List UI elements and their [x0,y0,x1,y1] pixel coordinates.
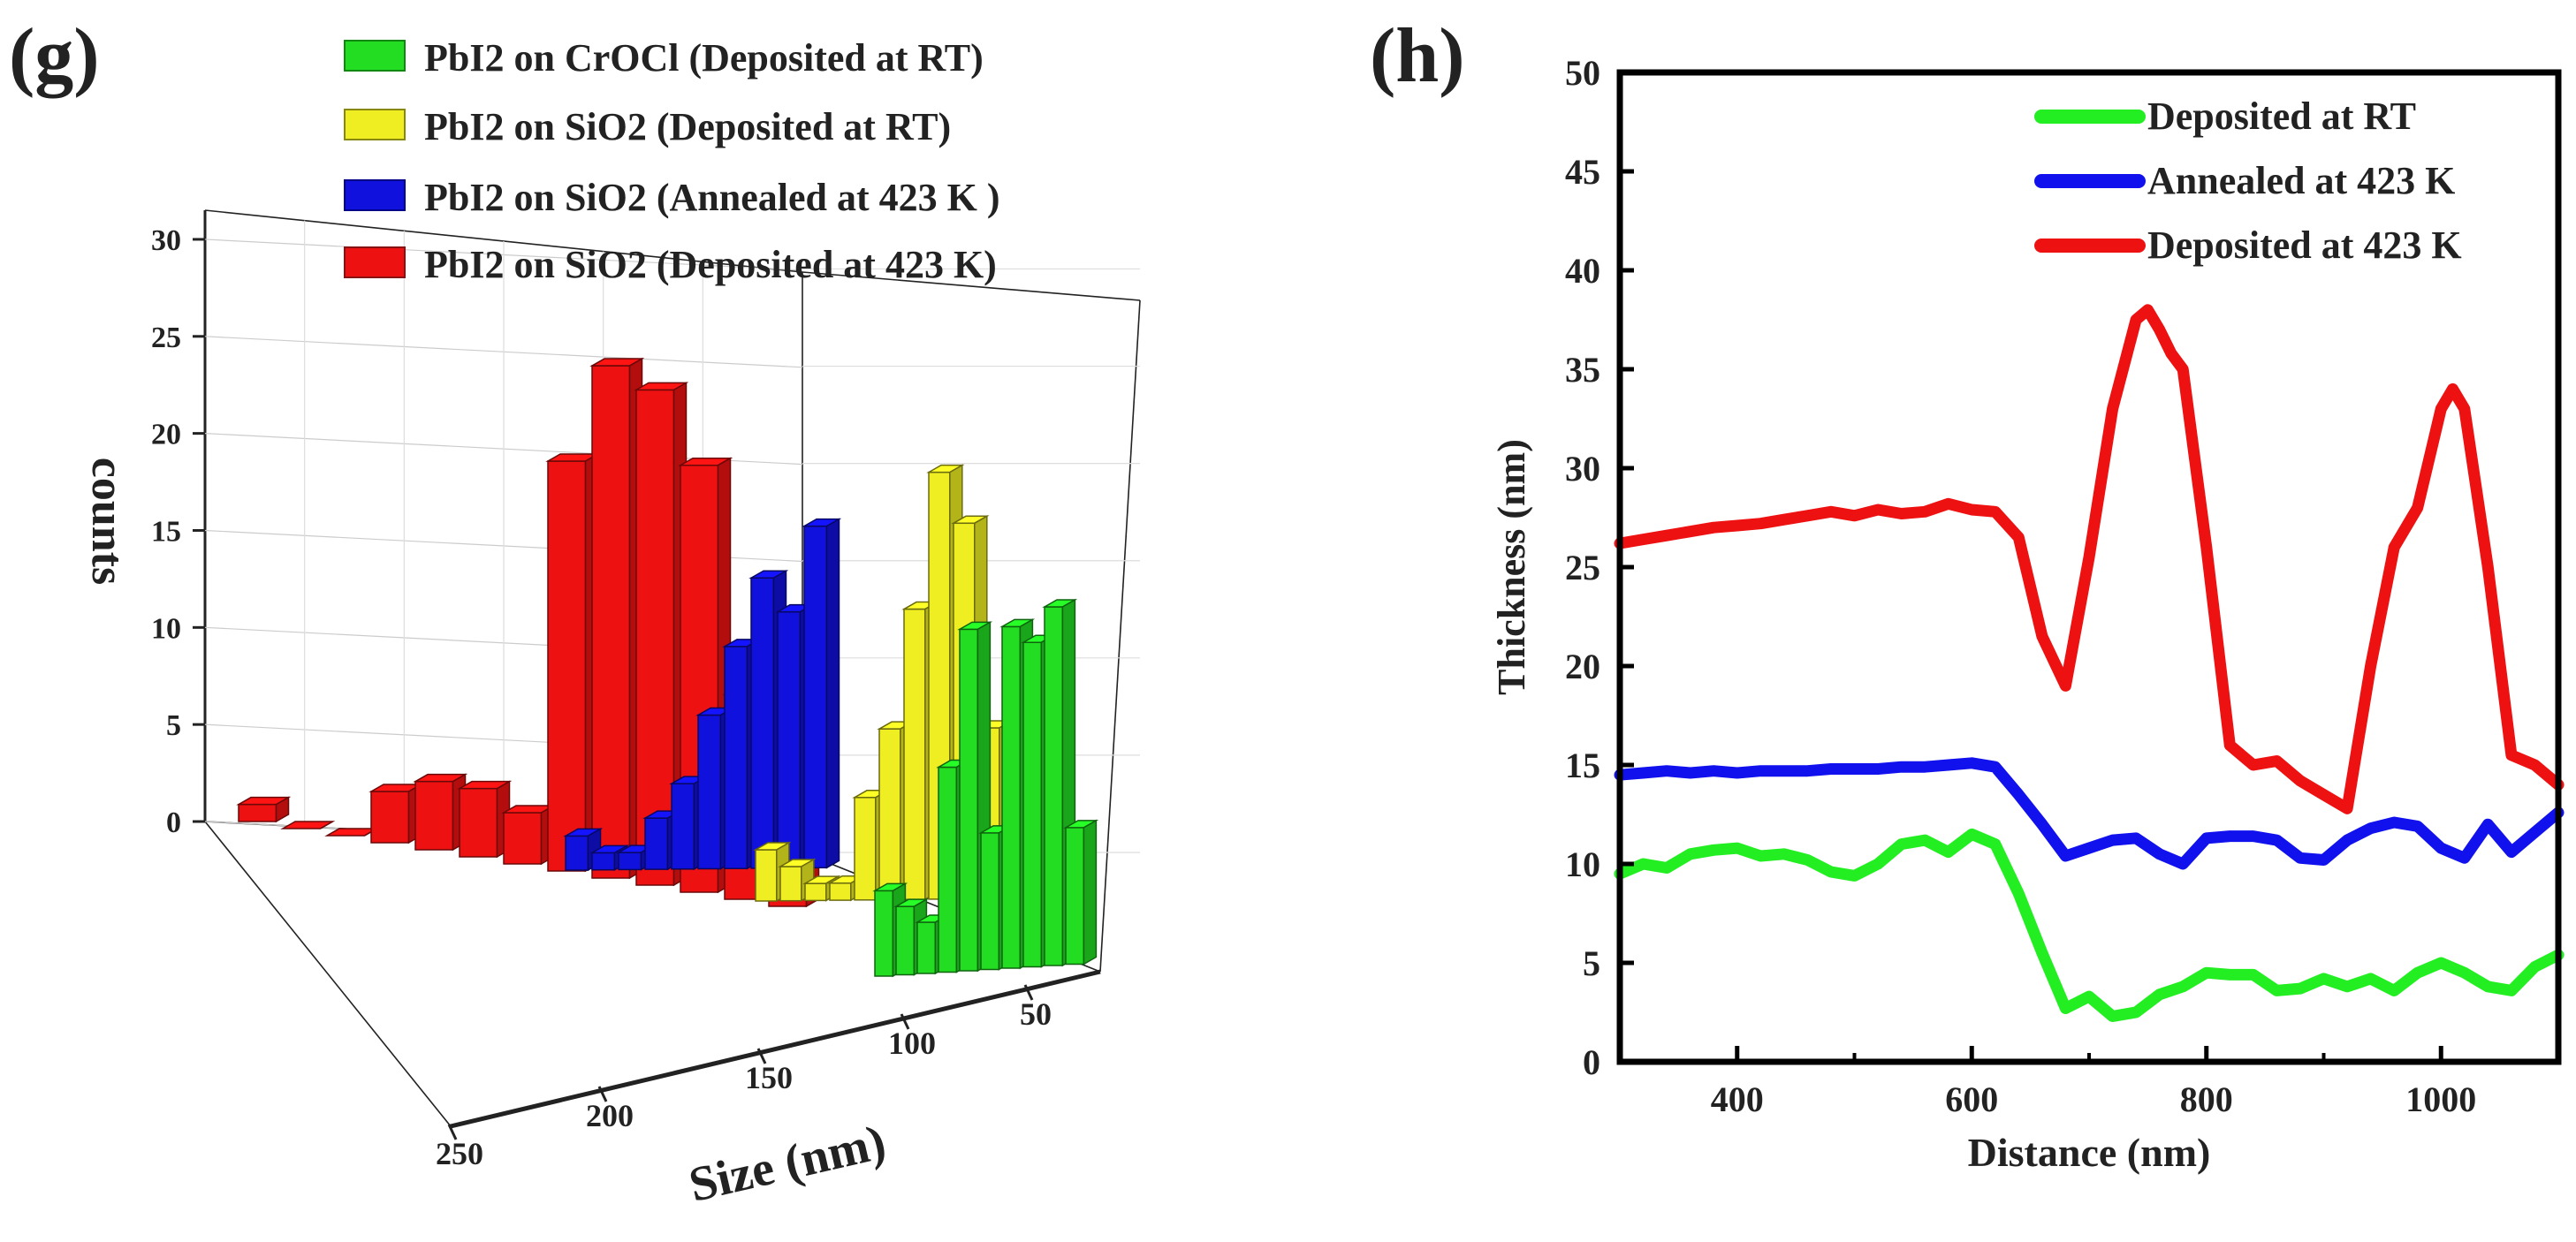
panel-g-y-axis: 0 5 10 15 20 25 30 [151,224,205,839]
h-y-tick-label: 50 [1565,53,1600,93]
g-bar [369,783,424,844]
h-y-tick-label: 15 [1565,746,1600,785]
g-bar [501,804,557,866]
panel-h-y-axis-title: Thickness (nm) [1490,439,1533,695]
g-bar [413,773,468,852]
h-x-tick-label: 1000 [2405,1079,2476,1119]
panel-g-legend: PbI2 on CrOCl (Deposited at RT) PbI2 on … [344,36,1000,286]
legend-swatch-sio2-rt [344,109,406,140]
h-x-tick-label: 800 [2180,1079,2233,1119]
legend-swatch-crocl-rt [344,40,406,72]
g-bar [280,821,336,829]
g-bar [802,518,842,869]
panel-h-label: (h) [1370,13,1465,99]
g-x-tick [597,1086,608,1102]
h-series-line [1614,304,2565,814]
g-x-tick-label: 250 [436,1136,483,1171]
h-y-tick-label: 0 [1583,1042,1600,1082]
g-y-tick-label: 20 [151,419,181,451]
panel-h-y-axis: 0 5 10 15 20 25 30 35 40 45 50 [1565,53,1634,1082]
panel-h: (h) 0 5 10 15 20 25 30 35 40 45 50 400 600 800 1000 T… [1370,13,2565,1175]
panel-g-bars [236,357,1099,978]
panel-h-x-axis-title: Distance (nm) [1968,1130,2211,1175]
g-y-tick-label: 10 [151,612,181,645]
g-x-tick [756,1048,767,1064]
g-x-tick-label: 200 [586,1098,634,1133]
h-legend-label: Annealed at 423 K [2147,159,2455,202]
panel-h-x-axis: 400 600 800 1000 [1618,1046,2560,1119]
g-bar [563,828,604,872]
legend-swatch-sio2-annealed [344,179,406,211]
g-bar [589,357,645,880]
g-y-tick-label: 5 [166,709,181,742]
h-y-tick-label: 45 [1565,152,1600,192]
h-y-tick-label: 20 [1565,647,1600,686]
h-legend-label: Deposited at RT [2147,95,2416,138]
h-y-tick-label: 40 [1565,251,1600,291]
legend-label-crocl-rt: PbI2 on CrOCl (Deposited at RT) [424,36,984,80]
g-bar [324,828,380,837]
h-series-line [1614,757,2565,870]
g-x-tick-label: 100 [888,1026,936,1061]
legend-label-sio2-423k: PbI2 on SiO2 (Deposited at 423 K) [424,243,997,286]
h-x-tick-label: 400 [1711,1079,1764,1119]
h-x-tick-label: 600 [1945,1079,1998,1119]
panel-h-legend: Deposited at RT Annealed at 423 K Deposite… [2034,95,2462,267]
h-series-line [1614,828,2565,1022]
g-x-tick [1023,984,1034,1001]
h-y-tick-label: 5 [1583,943,1600,983]
h-legend-label: Deposited at 423 K [2147,223,2462,267]
h-y-tick-label: 10 [1565,844,1600,884]
g-y-tick-label: 25 [151,322,181,354]
panel-g: (g) 0 5 10 15 20 25 30 50 100 150 200 250 counts S… [9,13,1141,1213]
g-x-tick-label: 150 [745,1060,793,1095]
panel-g-y-axis-title: counts [82,458,133,585]
g-y-tick-label: 30 [151,224,181,257]
panel-g-label: (g) [9,13,100,99]
g-x-tick-label: 50 [1020,996,1052,1032]
g-bar [545,452,601,873]
h-y-tick-label: 25 [1565,548,1600,587]
panel-h-series [1614,304,2565,1022]
g-y-tick-label: 0 [166,807,181,839]
legend-label-sio2-rt: PbI2 on SiO2 (Deposited at RT) [424,105,951,148]
h-y-tick-label: 30 [1565,449,1600,488]
g-bar [1063,819,1099,966]
g-x-tick [900,1013,910,1030]
h-y-tick-label: 35 [1565,350,1600,390]
g-bar [236,796,292,823]
g-y-tick-label: 15 [151,515,181,548]
g-x-tick [447,1124,458,1140]
legend-swatch-sio2-423k [344,246,406,278]
legend-label-sio2-annealed: PbI2 on SiO2 (Annealed at 423 K ) [424,176,1000,219]
panel-g-x-axis-title: Size (nm) [684,1115,891,1213]
panel-g-x-axis: 50 100 150 200 250 [436,984,1052,1171]
g-bar [457,780,513,859]
